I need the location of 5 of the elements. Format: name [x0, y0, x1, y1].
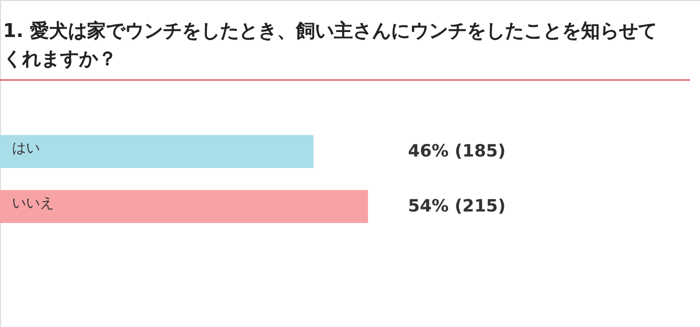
chart-title: 1. 愛犬は家でウンチをしたとき、飼い主さんにウンチをしたことを知らせてくれますか？: [3, 20, 658, 70]
data-label: 46% (185): [408, 142, 506, 162]
data-label: 54% (215): [408, 196, 506, 216]
y-tick-label: いいえ: [12, 196, 54, 212]
y-tick-label: はい: [12, 140, 40, 156]
